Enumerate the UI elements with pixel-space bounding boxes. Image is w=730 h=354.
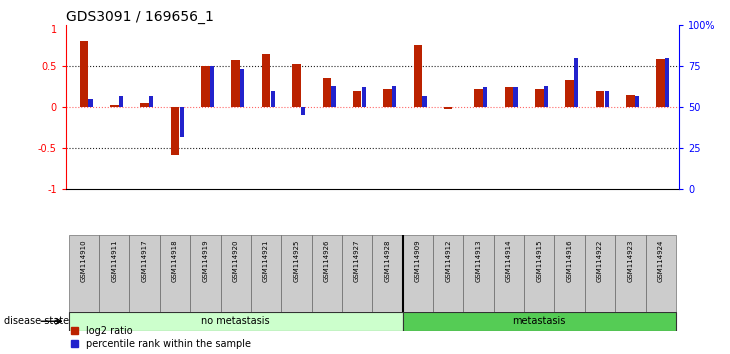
Bar xyxy=(210,66,214,107)
Bar xyxy=(312,235,342,313)
Text: GSM114917: GSM114917 xyxy=(142,239,147,282)
Bar xyxy=(140,103,149,107)
Bar xyxy=(201,66,210,107)
Text: disease state: disease state xyxy=(4,316,69,326)
Bar xyxy=(483,87,488,107)
Text: no metastasis: no metastasis xyxy=(201,316,270,326)
Bar xyxy=(403,235,433,313)
Bar xyxy=(220,235,251,313)
Text: GSM114919: GSM114919 xyxy=(202,239,208,282)
Bar xyxy=(565,80,574,107)
Text: GSM114922: GSM114922 xyxy=(597,239,603,282)
Text: GSM114914: GSM114914 xyxy=(506,239,512,282)
Bar xyxy=(493,235,524,313)
Bar xyxy=(190,235,220,313)
Bar xyxy=(615,235,645,313)
Text: GSM114925: GSM114925 xyxy=(293,239,299,282)
Text: GSM114920: GSM114920 xyxy=(233,239,239,282)
Text: GSM114913: GSM114913 xyxy=(475,239,482,282)
Bar xyxy=(301,107,305,115)
Text: GSM114924: GSM114924 xyxy=(658,239,664,282)
Bar xyxy=(645,235,676,313)
Bar xyxy=(281,235,312,313)
Text: GSM114921: GSM114921 xyxy=(263,239,269,282)
Text: GSM114923: GSM114923 xyxy=(627,239,634,282)
Bar xyxy=(110,105,118,107)
Text: GSM114926: GSM114926 xyxy=(324,239,330,282)
Bar xyxy=(171,107,180,155)
Bar xyxy=(129,235,160,313)
Bar xyxy=(372,235,403,313)
Bar xyxy=(323,78,331,107)
Bar xyxy=(160,235,190,313)
Bar xyxy=(392,86,396,107)
Bar xyxy=(383,89,392,107)
Bar xyxy=(414,45,422,107)
Bar xyxy=(575,58,578,107)
Bar xyxy=(231,60,240,107)
Bar xyxy=(504,87,513,107)
Bar xyxy=(271,91,275,107)
Bar xyxy=(292,64,301,107)
Bar xyxy=(403,312,676,331)
Bar xyxy=(361,87,366,107)
Bar xyxy=(544,86,548,107)
Text: GSM114928: GSM114928 xyxy=(385,239,391,282)
Legend: log2 ratio, percentile rank within the sample: log2 ratio, percentile rank within the s… xyxy=(71,326,251,349)
Text: GSM114910: GSM114910 xyxy=(81,239,87,282)
Bar xyxy=(474,89,483,107)
Bar xyxy=(656,59,665,107)
Text: metastasis: metastasis xyxy=(512,316,566,326)
Text: GDS3091 / 169656_1: GDS3091 / 169656_1 xyxy=(66,10,214,24)
Text: GSM114911: GSM114911 xyxy=(111,239,118,282)
Bar xyxy=(513,87,518,107)
Bar xyxy=(69,312,403,331)
Bar xyxy=(69,235,99,313)
Bar xyxy=(626,95,634,107)
Bar xyxy=(331,86,336,107)
Text: 1: 1 xyxy=(51,25,58,35)
Bar xyxy=(524,235,555,313)
Bar xyxy=(240,69,245,107)
Bar xyxy=(353,91,361,107)
Bar xyxy=(585,235,615,313)
Bar xyxy=(555,235,585,313)
Bar xyxy=(180,107,184,137)
Bar xyxy=(88,99,93,107)
Bar xyxy=(433,235,464,313)
Bar xyxy=(80,41,88,107)
Text: GSM114909: GSM114909 xyxy=(415,239,420,282)
Bar xyxy=(149,96,153,107)
Bar xyxy=(262,53,270,107)
Text: GSM114927: GSM114927 xyxy=(354,239,360,282)
Bar xyxy=(99,235,129,313)
Bar xyxy=(423,96,426,107)
Text: GSM114912: GSM114912 xyxy=(445,239,451,282)
Bar xyxy=(604,91,609,107)
Bar xyxy=(665,58,669,107)
Bar xyxy=(342,235,372,313)
Text: GSM114915: GSM114915 xyxy=(537,239,542,282)
Bar xyxy=(596,91,604,107)
Bar xyxy=(251,235,281,313)
Bar xyxy=(444,107,453,109)
Bar xyxy=(535,89,544,107)
Bar xyxy=(635,96,639,107)
Bar xyxy=(464,235,493,313)
Text: GSM114918: GSM114918 xyxy=(172,239,178,282)
Bar xyxy=(119,96,123,107)
Text: GSM114916: GSM114916 xyxy=(566,239,572,282)
